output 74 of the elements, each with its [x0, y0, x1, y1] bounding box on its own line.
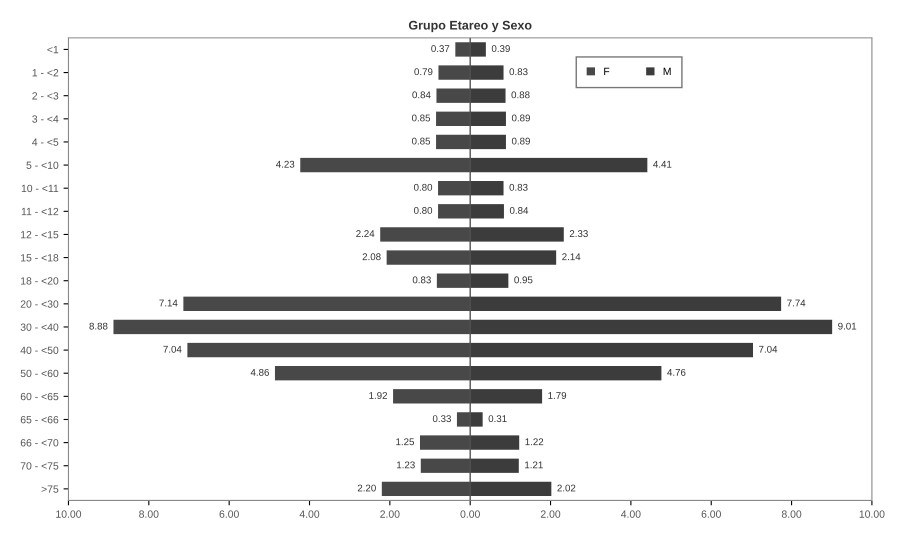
y-tick-label: <1 [47, 46, 58, 54]
y-tick-label: 2 - <3 [32, 92, 58, 100]
data-label: 4.23 [276, 160, 294, 168]
data-label: 1.79 [548, 392, 566, 399]
y-tick-label: 65 - <66 [20, 416, 58, 424]
y-tick-label: 20 - <30 [20, 300, 58, 308]
data-label: 4.86 [250, 368, 269, 376]
x-tick-label: 4.00 [620, 510, 641, 518]
x-tick-label: 8.00 [139, 510, 159, 518]
x-tick-label: 6.00 [220, 510, 239, 518]
y-tick-label: 50 - <60 [20, 370, 58, 378]
data-label: 0.80 [414, 207, 432, 214]
x-tick-label: 0.00 [460, 510, 480, 518]
data-label: 0.39 [492, 45, 510, 52]
x-tick-label: 10.00 [56, 510, 82, 518]
data-label: 8.88 [89, 322, 108, 330]
data-label: 7.14 [159, 300, 178, 306]
y-tick-label: 66 - <70 [20, 439, 58, 446]
y-tick-label: 70 - <75 [20, 462, 58, 470]
data-label: 2.33 [570, 230, 588, 238]
data-label: 0.88 [511, 91, 530, 98]
y-tick-label: 60 - <65 [20, 392, 58, 400]
data-label: 7.74 [787, 300, 806, 306]
data-label: 0.95 [514, 276, 532, 284]
x-tick-label: 2.00 [540, 510, 560, 518]
y-tick-label: 30 - <40 [20, 323, 58, 331]
data-label: 0.83 [412, 276, 431, 284]
data-label: 1.25 [396, 438, 414, 446]
x-tick-label: 4.00 [300, 510, 320, 518]
y-tick-label: 18 - <20 [21, 277, 58, 285]
legend-label: M [664, 68, 671, 75]
data-label: 1.22 [526, 438, 544, 446]
data-label: 0.33 [432, 415, 451, 422]
data-label: 9.01 [838, 322, 856, 330]
data-label: 1.21 [525, 461, 543, 468]
x-tick-label: 8.00 [782, 510, 802, 518]
data-label: 0.83 [509, 68, 528, 76]
data-label: 0.37 [431, 45, 450, 52]
data-label: 2.08 [362, 253, 381, 260]
data-label: 1.92 [369, 392, 388, 399]
data-label: 0.84 [412, 91, 431, 98]
y-tick-label: 5 - <10 [26, 162, 58, 169]
legend-label: F [604, 68, 610, 75]
data-label: 2.14 [562, 253, 580, 260]
data-label: 2.20 [358, 484, 376, 492]
y-tick-label: >75 [42, 485, 58, 493]
y-tick-label: 1 - <2 [32, 69, 58, 76]
y-tick-label: 3 - <4 [32, 115, 58, 123]
y-tick-label: 15 - <18 [21, 254, 58, 262]
data-label: 7.04 [163, 346, 182, 353]
data-label: 4.41 [653, 160, 672, 168]
data-label: 0.89 [512, 114, 530, 122]
data-label: 2.02 [557, 484, 576, 492]
data-label: 1.23 [397, 461, 415, 468]
data-label: 2.24 [356, 230, 374, 237]
y-tick-label: 4 - <5 [32, 138, 58, 146]
y-tick-label: 11 - <12 [22, 208, 58, 216]
x-tick-label: 2.00 [380, 510, 400, 518]
y-tick-label: 10 - <11 [22, 184, 58, 192]
data-label: 0.85 [412, 114, 430, 122]
x-tick-label: 10.00 [860, 510, 885, 518]
chart-title: Grupo Etareo y Sexo [408, 20, 532, 32]
data-label: 0.89 [512, 138, 530, 145]
data-label: 4.76 [667, 368, 686, 376]
data-label: 0.85 [412, 138, 430, 145]
x-tick-label: 6.00 [702, 510, 721, 518]
data-label: 0.79 [414, 68, 432, 76]
y-tick-label: 40 - <50 [20, 346, 58, 354]
data-label: 0.84 [510, 207, 528, 214]
y-tick-label: 12 - <15 [21, 230, 58, 238]
data-label: 0.80 [414, 184, 432, 191]
data-label: 7.04 [759, 346, 778, 353]
data-label: 0.31 [488, 415, 507, 422]
data-label: 0.83 [509, 184, 528, 191]
